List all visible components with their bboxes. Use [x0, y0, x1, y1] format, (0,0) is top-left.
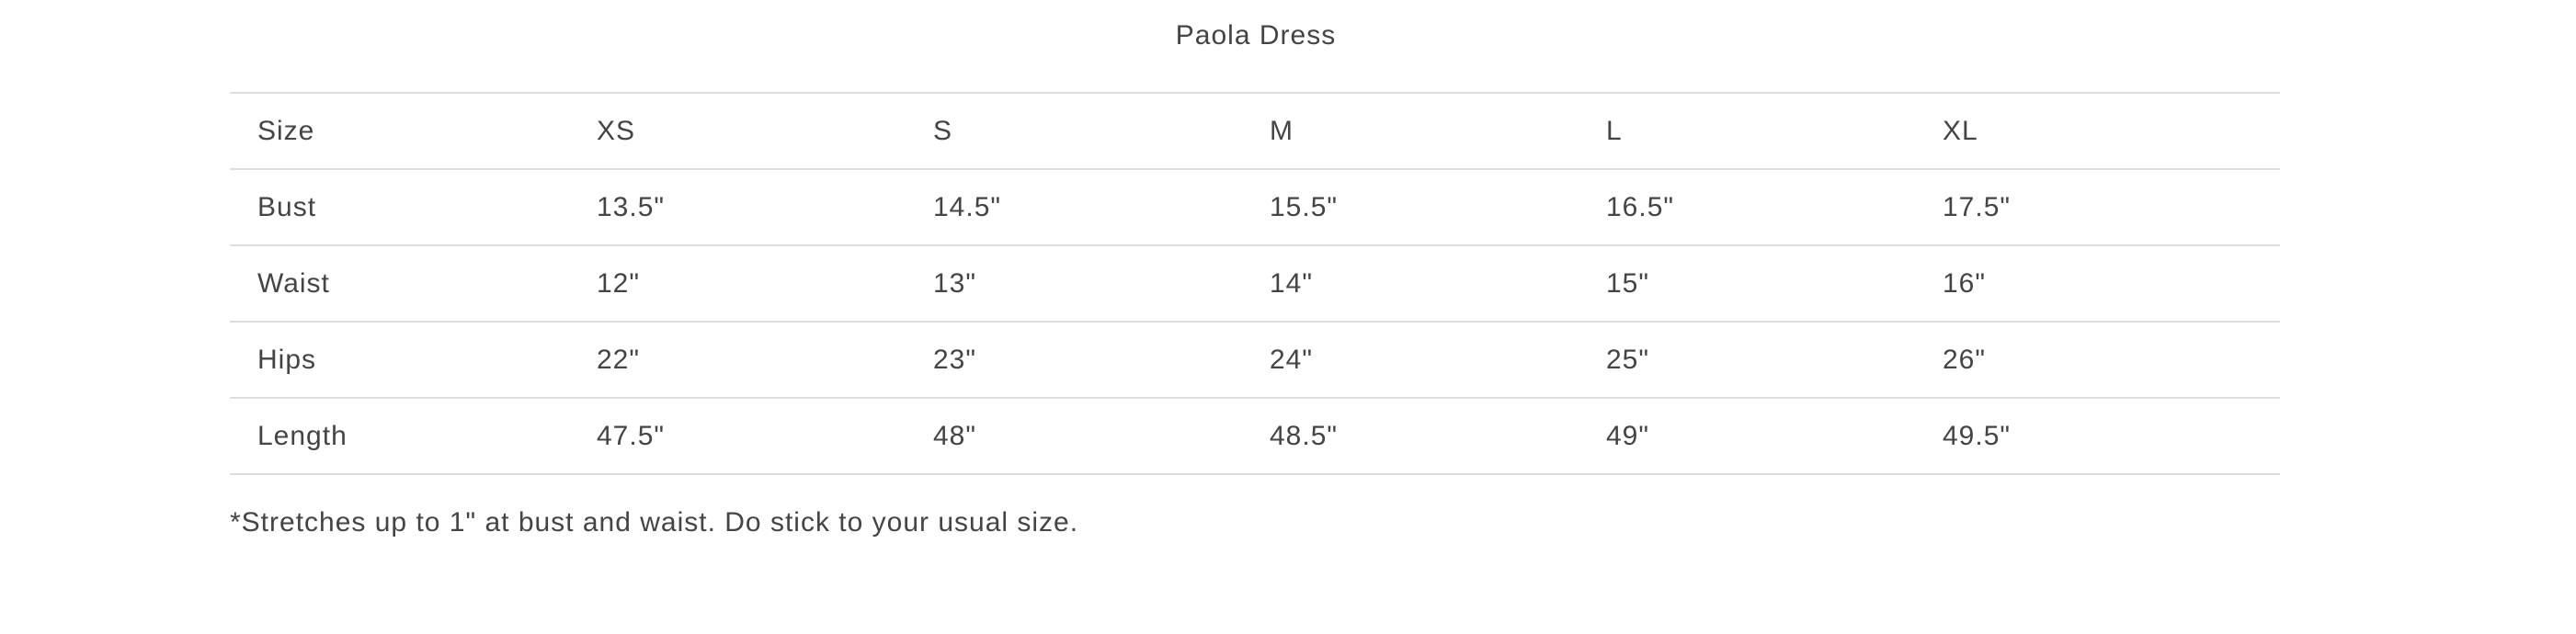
row-label: Hips [230, 321, 597, 399]
table-cell: 15.5" [1270, 168, 1606, 246]
table-cell: 14" [1270, 244, 1606, 323]
row-label: Length [230, 397, 597, 475]
table-row: Length 47.5" 48" 48.5" 49" 49.5" [230, 397, 2280, 475]
table-cell: 13" [933, 244, 1270, 323]
table-cell: 26" [1943, 321, 2280, 399]
table-cell: 25" [1606, 321, 1943, 399]
table-cell: 17.5" [1943, 168, 2280, 246]
table-cell: 16" [1943, 244, 2280, 323]
table-cell: 47.5" [597, 397, 933, 475]
table-cell: M [1270, 92, 1606, 170]
table-cell: 15" [1606, 244, 1943, 323]
row-label: Waist [230, 244, 597, 323]
table-cell: 13.5" [597, 168, 933, 246]
table-cell: XL [1943, 92, 2280, 170]
table-cell: 12" [597, 244, 933, 323]
table-cell: 48.5" [1270, 397, 1606, 475]
table-row: Bust 13.5" 14.5" 15.5" 16.5" 17.5" [230, 168, 2280, 246]
table-cell: XS [597, 92, 933, 170]
table-cell: 49.5" [1943, 397, 2280, 475]
header-row: Size XS S M L XL [230, 92, 2280, 170]
table-cell: 14.5" [933, 168, 1270, 246]
table-cell: 48" [933, 397, 1270, 475]
row-label: Size [230, 92, 597, 170]
table-cell: 22" [597, 321, 933, 399]
size-note: *Stretches up to 1" at bust and waist. D… [230, 507, 1079, 538]
row-label: Bust [230, 168, 597, 246]
table-cell: 23" [933, 321, 1270, 399]
table-row: Waist 12" 13" 14" 15" 16" [230, 244, 2280, 323]
size-chart-table: Size XS S M L XL Bust 13.5" 14.5" 15.5" 16.5" 17.5"… [230, 92, 2280, 475]
table-cell: 16.5" [1606, 168, 1943, 246]
table-cell: 49" [1606, 397, 1943, 475]
table-cell: S [933, 92, 1270, 170]
table-cell: 24" [1270, 321, 1606, 399]
table-row: Hips 22" 23" 24" 25" 26" [230, 321, 2280, 399]
page-title: Paola Dress [1175, 20, 1337, 51]
table-cell: L [1606, 92, 1943, 170]
